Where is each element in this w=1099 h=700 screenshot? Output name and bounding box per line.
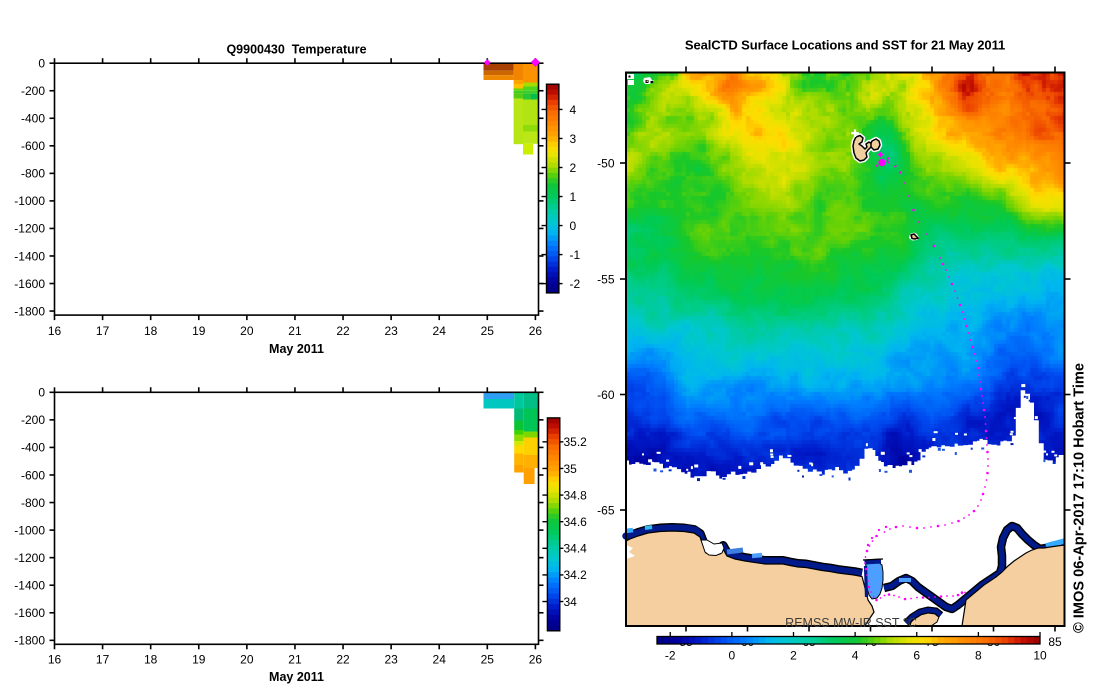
svg-text:May 2011: May 2011 xyxy=(269,342,324,356)
svg-text:-2: -2 xyxy=(665,649,676,663)
svg-text:26: 26 xyxy=(529,653,543,667)
svg-text:20: 20 xyxy=(240,653,254,667)
svg-text:2: 2 xyxy=(790,649,797,663)
svg-text:-200: -200 xyxy=(21,84,45,98)
svg-text:34.4: 34.4 xyxy=(564,542,588,556)
svg-text:May 2011: May 2011 xyxy=(269,670,324,684)
svg-text:0: 0 xyxy=(729,649,736,663)
svg-text:35: 35 xyxy=(564,462,578,476)
svg-text:-1200: -1200 xyxy=(14,551,45,565)
svg-text:-200: -200 xyxy=(21,413,45,427)
svg-text:-1000: -1000 xyxy=(14,523,45,537)
svg-text:-2: -2 xyxy=(570,277,581,291)
svg-text:-1400: -1400 xyxy=(14,249,45,263)
svg-text:20: 20 xyxy=(240,324,254,338)
svg-text:6: 6 xyxy=(913,649,920,663)
svg-text:-65: -65 xyxy=(597,503,615,517)
svg-text:34.6: 34.6 xyxy=(564,515,588,529)
svg-text:-1: -1 xyxy=(570,248,581,262)
svg-text:8: 8 xyxy=(975,649,982,663)
svg-text:19: 19 xyxy=(192,324,206,338)
svg-text:22: 22 xyxy=(336,324,350,338)
svg-text:34: 34 xyxy=(564,595,578,609)
svg-text:-400: -400 xyxy=(21,112,45,126)
svg-text:21: 21 xyxy=(288,653,302,667)
svg-text:© IMOS 06-Apr-2017 17:10 Hobar: © IMOS 06-Apr-2017 17:10 Hobart Time xyxy=(1072,363,1088,633)
svg-text:-1200: -1200 xyxy=(14,222,45,236)
svg-text:35.2: 35.2 xyxy=(564,435,588,449)
svg-text:-600: -600 xyxy=(21,468,45,482)
svg-text:4: 4 xyxy=(570,103,577,117)
svg-text:-1000: -1000 xyxy=(14,194,45,208)
svg-text:34.8: 34.8 xyxy=(564,488,588,502)
svg-text:2: 2 xyxy=(570,161,577,175)
svg-text:-800: -800 xyxy=(21,167,45,181)
svg-text:-50: -50 xyxy=(597,156,615,170)
svg-text:21: 21 xyxy=(288,324,302,338)
svg-text:85: 85 xyxy=(1048,635,1062,649)
svg-text:3: 3 xyxy=(570,132,577,146)
svg-text:-1800: -1800 xyxy=(14,634,45,648)
svg-text:17: 17 xyxy=(96,324,110,338)
svg-text:24: 24 xyxy=(433,324,447,338)
svg-text:18: 18 xyxy=(144,324,158,338)
svg-text:19: 19 xyxy=(192,653,206,667)
svg-text:SealCTD Surface Locations and: SealCTD Surface Locations and SST for 21… xyxy=(685,38,1005,53)
svg-text:-1600: -1600 xyxy=(14,277,45,291)
svg-text:25: 25 xyxy=(481,653,495,667)
svg-text:34.2: 34.2 xyxy=(564,568,588,582)
svg-text:23: 23 xyxy=(384,653,398,667)
svg-text:-600: -600 xyxy=(21,139,45,153)
svg-text:-400: -400 xyxy=(21,441,45,455)
svg-text:Q9900430 Temperature: Q9900430 Temperature xyxy=(226,43,366,57)
svg-text:0: 0 xyxy=(38,57,45,71)
svg-text:26: 26 xyxy=(529,324,543,338)
svg-text:-1800: -1800 xyxy=(14,304,45,318)
svg-text:0: 0 xyxy=(570,219,577,233)
svg-text:23: 23 xyxy=(384,324,398,338)
svg-text:10: 10 xyxy=(1033,649,1047,663)
svg-text:4: 4 xyxy=(852,649,859,663)
svg-text:18: 18 xyxy=(144,653,158,667)
svg-text:-55: -55 xyxy=(597,272,615,286)
svg-text:22: 22 xyxy=(336,653,350,667)
svg-text:-800: -800 xyxy=(21,496,45,510)
svg-text:-60: -60 xyxy=(597,388,615,402)
svg-text:REMSS MW-IR SST °C: REMSS MW-IR SST °C xyxy=(785,616,917,630)
svg-text:1: 1 xyxy=(570,190,577,204)
svg-text:-1600: -1600 xyxy=(14,606,45,620)
svg-text:24: 24 xyxy=(433,653,447,667)
svg-text:-1400: -1400 xyxy=(14,579,45,593)
svg-text:25: 25 xyxy=(481,324,495,338)
svg-text:17: 17 xyxy=(96,653,110,667)
svg-text:16: 16 xyxy=(48,324,62,338)
svg-text:16: 16 xyxy=(48,653,62,667)
svg-text:0: 0 xyxy=(38,386,45,400)
